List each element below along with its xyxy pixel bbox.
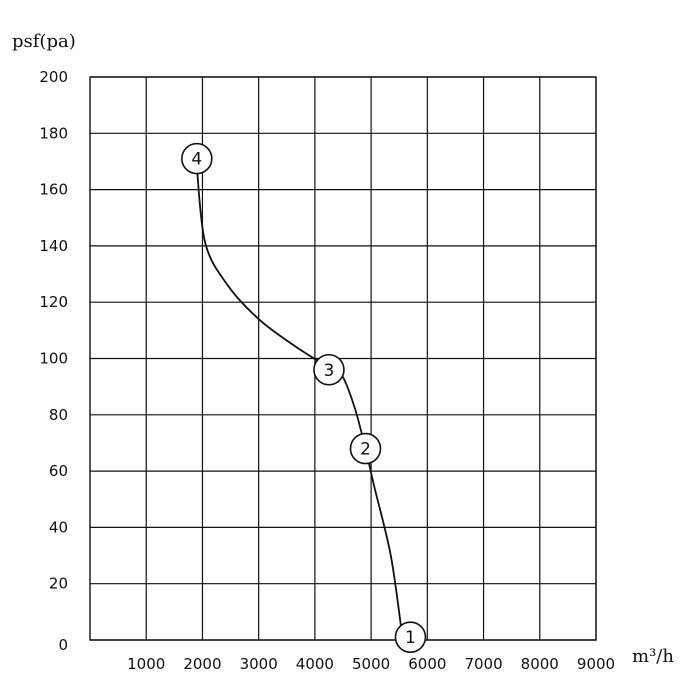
- operating-point-circle: [313, 353, 345, 386]
- y-tick-label: 80: [49, 406, 68, 424]
- y-tick-label: 20: [49, 575, 68, 593]
- operating-point-circle: [349, 432, 382, 465]
- y-tick-label: 160: [39, 181, 68, 199]
- x-tick-label: 2000: [183, 655, 221, 673]
- operating-point-1: 1: [394, 621, 427, 653]
- y-tick-label: 180: [39, 124, 68, 142]
- x-tick-labels: 1000 2000 3000 4000 5000 6000 7000 8000 9000: [127, 655, 615, 673]
- operating-point-label: 3: [324, 361, 335, 381]
- x-tick-label: 7000: [464, 655, 502, 673]
- x-axis-title: m³/h: [632, 646, 674, 667]
- y-axis-title: psf(pa): [12, 31, 76, 52]
- y-tick-label: 40: [49, 518, 68, 536]
- x-tick-label: 4000: [296, 655, 334, 673]
- operating-point-3: 3: [313, 353, 345, 386]
- operating-point-label: 4: [191, 150, 202, 170]
- operating-points: 1 2 3 4: [181, 142, 427, 653]
- x-tick-label: 8000: [521, 655, 559, 673]
- y-tick-labels: 0 20 40 60 80 100 120 140 160 180 200: [39, 68, 68, 654]
- x-tick-label: 6000: [408, 655, 446, 673]
- operating-point-circle: [394, 621, 427, 653]
- y-tick-label: 140: [39, 237, 68, 255]
- x-tick-label: 1000: [127, 655, 165, 673]
- x-tick-label: 9000: [577, 655, 615, 673]
- operating-point-2: 2: [349, 432, 382, 465]
- chart-grid: [89, 76, 597, 641]
- x-tick-label: 5000: [352, 655, 390, 673]
- x-tick-label: 3000: [240, 655, 278, 673]
- operating-point-4: 4: [181, 142, 213, 175]
- operating-point-label: 2: [360, 440, 371, 460]
- operating-point-circle: [181, 142, 213, 175]
- y-tick-label: 0: [58, 636, 68, 654]
- y-tick-label: 200: [39, 68, 68, 86]
- y-tick-label: 100: [39, 350, 68, 368]
- y-tick-label: 60: [49, 462, 68, 480]
- y-tick-label: 120: [39, 293, 68, 311]
- operating-point-label: 1: [405, 628, 416, 648]
